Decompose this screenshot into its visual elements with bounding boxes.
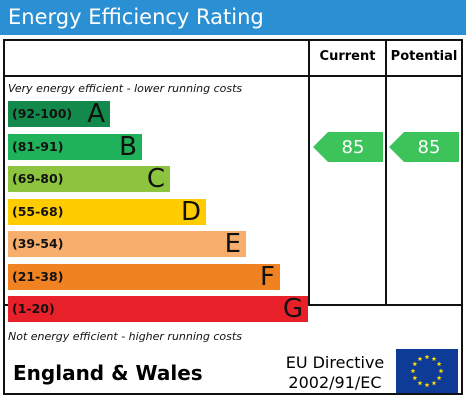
eu-star-icon xyxy=(410,368,416,374)
band-range-label: (39-54) xyxy=(12,236,64,251)
eu-star-icon xyxy=(412,375,418,381)
band-letter-label: G xyxy=(282,294,303,324)
directive-line-1: EU Directive xyxy=(285,353,385,372)
potential-rating-arrow-value: 85 xyxy=(417,136,441,158)
band-range-label: (81-91) xyxy=(12,138,64,154)
band-range-label: (1-20) xyxy=(12,301,55,316)
directive-line-2: 2002/91/EC xyxy=(288,373,382,392)
column-current-header: Current xyxy=(319,49,376,64)
eu-star-icon xyxy=(417,356,423,361)
band-a: (92-100) A xyxy=(8,99,110,129)
note-inefficient: Not energy efficient - higher running co… xyxy=(8,330,242,343)
eu-star-icon xyxy=(436,361,442,367)
divider-current xyxy=(308,41,310,306)
current-rating-arrow: 85 xyxy=(313,131,383,162)
band-g: (1-20) G xyxy=(8,294,308,324)
current-rating-arrow-value: 85 xyxy=(341,136,365,158)
eu-star-icon xyxy=(412,361,418,367)
eu-flag-icon xyxy=(396,349,458,393)
band-letter-label: E xyxy=(224,229,241,259)
eu-star-icon xyxy=(431,380,437,386)
band-range-label: (69-80) xyxy=(12,171,64,186)
rating-frame: Current Potential Very energy efficient … xyxy=(3,39,463,395)
region-label: England & Wales xyxy=(13,361,203,385)
band-range-label: (92-100) xyxy=(12,106,73,121)
note-efficient: Very energy efficient - lower running co… xyxy=(8,82,243,95)
eu-star-icon xyxy=(436,375,442,381)
band-letter-label: B xyxy=(119,131,137,162)
header-divider xyxy=(5,75,461,77)
title-bar: Energy Efficiency Rating xyxy=(0,0,466,35)
band-letter-label: D xyxy=(180,196,201,227)
eu-star-icon xyxy=(438,368,444,374)
page-title: Energy Efficiency Rating xyxy=(8,5,264,29)
potential-rating-arrow: 85 xyxy=(389,131,459,162)
band-range-label: (21-38) xyxy=(12,268,64,284)
band-f: (21-38) F xyxy=(8,261,280,292)
current-rating-arrow-shape xyxy=(313,131,383,162)
eu-star-icon xyxy=(417,380,423,386)
band-letter-label: F xyxy=(260,261,275,292)
band-letter-label: A xyxy=(87,99,105,129)
divider-potential xyxy=(385,41,387,306)
band-c: (69-80) C xyxy=(8,164,170,194)
band-b: (81-91) B xyxy=(8,131,142,162)
band-e: (39-54) E xyxy=(8,229,246,259)
eu-star-icon xyxy=(424,382,430,388)
column-potential-header: Potential xyxy=(390,49,458,64)
eu-star-icon xyxy=(431,356,437,361)
band-range-label: (55-68) xyxy=(12,203,64,219)
band-letter-label: C xyxy=(146,164,165,194)
potential-rating-arrow-shape xyxy=(389,131,459,162)
eu-star-icon xyxy=(424,354,430,360)
band-d: (55-68) D xyxy=(8,196,206,227)
